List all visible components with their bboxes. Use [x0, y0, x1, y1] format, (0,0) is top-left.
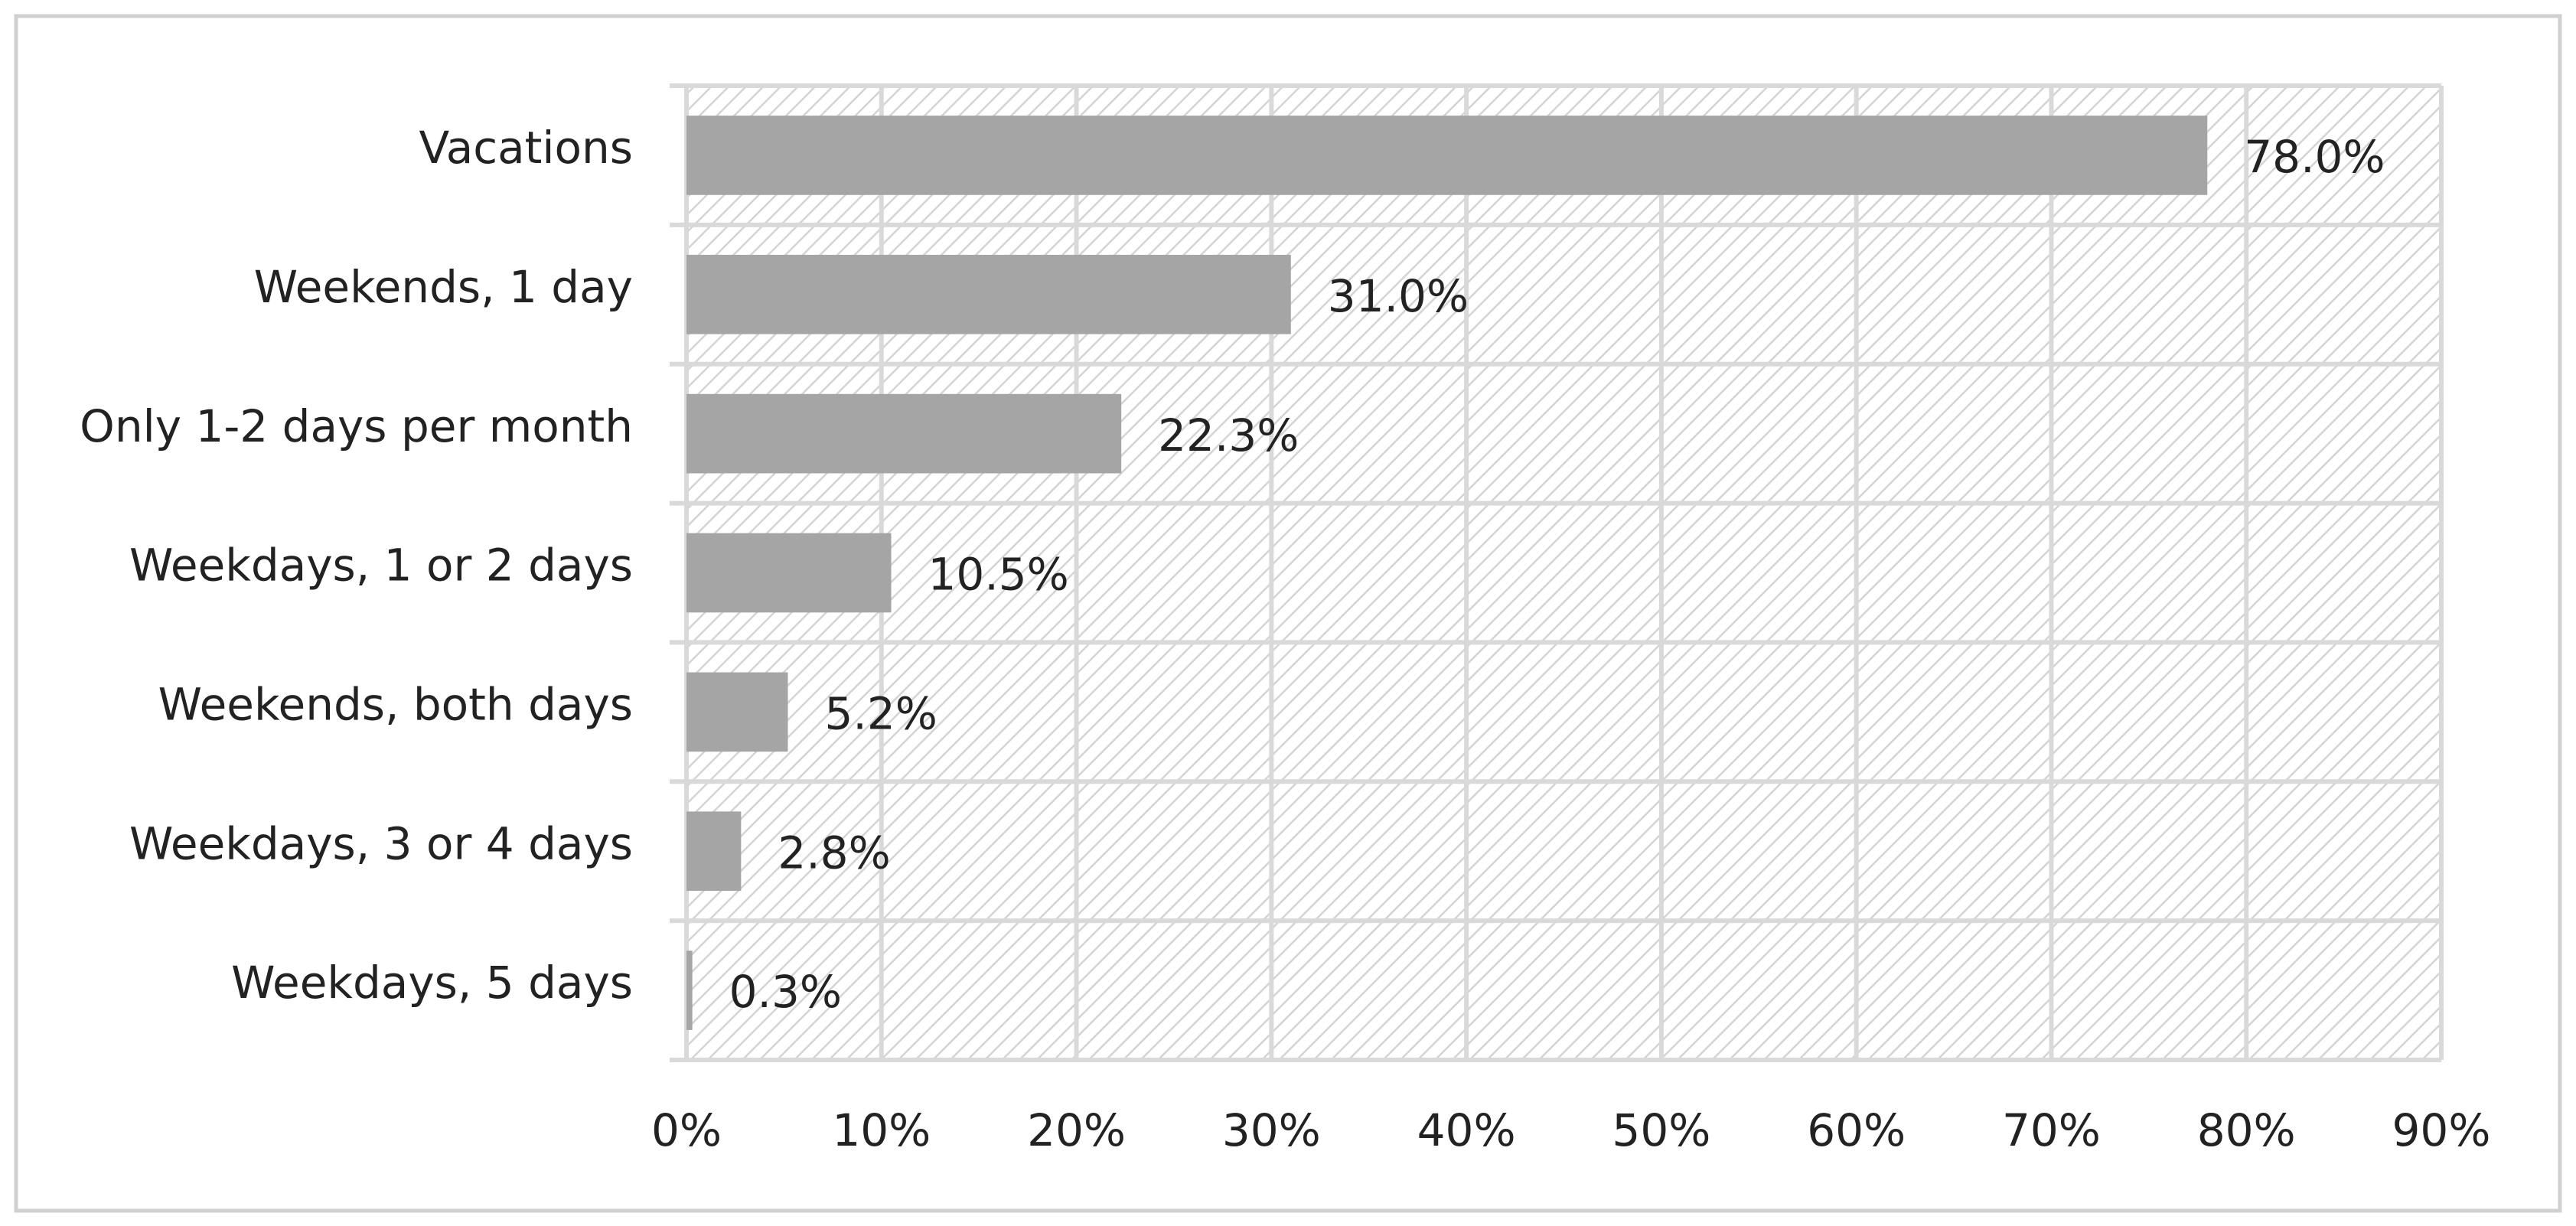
y-tick-label: Weekends, both days	[158, 678, 633, 730]
bar	[686, 116, 2208, 195]
x-tick-label: 50%	[1612, 1104, 1710, 1156]
y-tick-label: Weekdays, 5 days	[231, 957, 633, 1009]
grid	[670, 83, 2444, 1062]
bar	[686, 533, 892, 613]
bar	[686, 393, 1122, 474]
x-tick-label: 70%	[2002, 1104, 2101, 1156]
x-tick-label: 60%	[1807, 1104, 1906, 1156]
marks	[686, 116, 2208, 1030]
bar	[686, 254, 1291, 334]
x-tick-label: 80%	[2197, 1104, 2296, 1156]
y-tick-label: Vacations	[419, 122, 633, 174]
x-tick-label: 10%	[832, 1104, 931, 1156]
value-label: 5.2%	[824, 687, 937, 739]
x-tick-label: 20%	[1027, 1104, 1126, 1156]
value-label: 31.0%	[1328, 270, 1469, 322]
value-label: 10.5%	[928, 549, 1069, 601]
y-tick-label: Weekdays, 3 or 4 days	[129, 817, 633, 869]
y-tick-label: Only 1-2 days per month	[80, 400, 633, 452]
value-label: 0.3%	[729, 966, 842, 1018]
x-tick-label: 0%	[651, 1104, 722, 1156]
bar	[686, 672, 788, 752]
bar	[686, 950, 693, 1030]
y-tick-label: Weekdays, 1 or 2 days	[129, 540, 633, 592]
y-tick-label: Weekends, 1 day	[254, 261, 633, 313]
value-label: 22.3%	[1158, 409, 1299, 461]
x-tick-label: 40%	[1417, 1104, 1516, 1156]
x-tick-label: 90%	[2392, 1104, 2491, 1156]
plot-area	[686, 86, 2441, 1060]
value-label: 78.0%	[2244, 131, 2385, 183]
value-label: 2.8%	[778, 827, 890, 879]
x-tick-label: 30%	[1222, 1104, 1321, 1156]
bar	[686, 811, 742, 892]
